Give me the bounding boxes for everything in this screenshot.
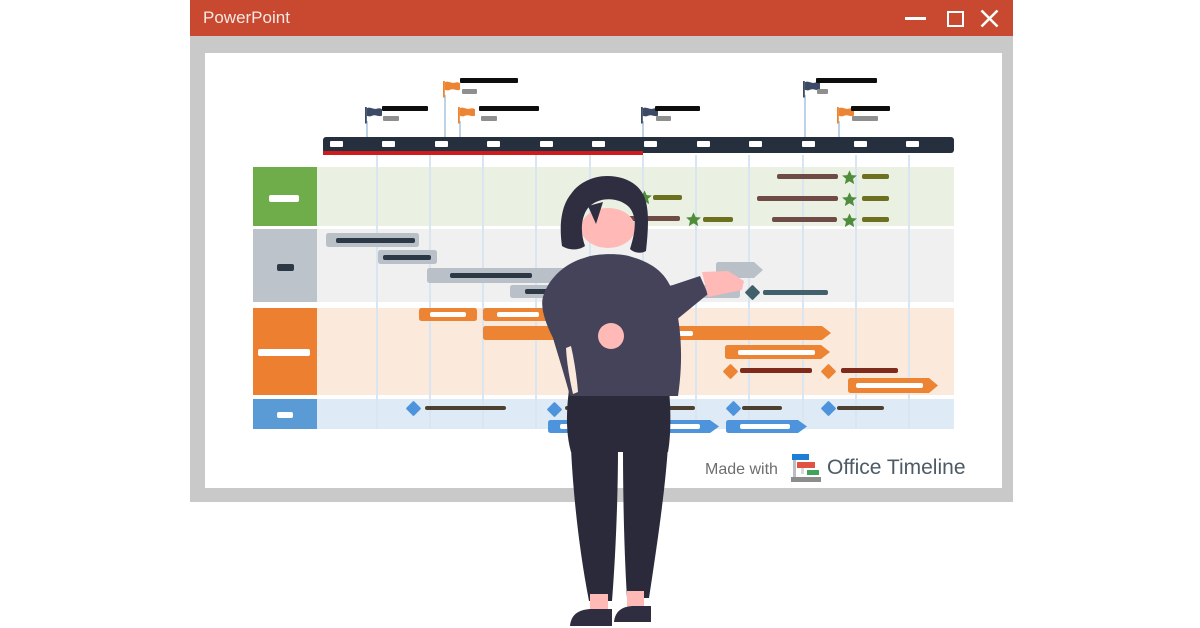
milestone-title-stub bbox=[655, 106, 700, 111]
milestone-date-stub bbox=[481, 116, 497, 121]
lane-gray-label-dash bbox=[277, 264, 294, 271]
timeline-tick-label bbox=[434, 141, 448, 147]
timeline-progress bbox=[323, 151, 643, 155]
flag-stem bbox=[366, 121, 368, 138]
milestone-flag-icon bbox=[837, 107, 855, 124]
made-with-text: Made with bbox=[705, 461, 778, 478]
flag-stem bbox=[804, 95, 806, 138]
gridline bbox=[429, 155, 431, 429]
milestone-flag-icon bbox=[365, 107, 383, 124]
window-titlebar: PowerPoint bbox=[190, 0, 1013, 36]
task-bar-text-stub bbox=[450, 273, 532, 278]
maximize-icon[interactable] bbox=[947, 11, 964, 27]
task-bar-text-stub bbox=[336, 237, 415, 243]
stub-line bbox=[742, 406, 782, 410]
window-title: PowerPoint bbox=[203, 8, 290, 27]
task-bar bbox=[326, 233, 419, 247]
task-bar bbox=[427, 268, 590, 283]
milestone-title-stub bbox=[816, 78, 877, 83]
task-bar-text-stub bbox=[497, 312, 539, 317]
task-bar-text-stub bbox=[738, 350, 815, 355]
task-bar-text-stub bbox=[856, 383, 923, 388]
office-timeline-logo-icon bbox=[791, 454, 821, 482]
stub-line bbox=[740, 368, 812, 373]
close-icon[interactable] bbox=[980, 9, 999, 28]
milestone-star bbox=[685, 211, 701, 227]
task-bar-text-stub bbox=[740, 424, 790, 429]
brand-name-text: Office Timeline bbox=[827, 456, 966, 479]
task-bar bbox=[378, 250, 437, 264]
stub-line bbox=[757, 196, 838, 201]
milestone-flag-icon bbox=[641, 107, 659, 124]
task-bar-text-stub bbox=[430, 312, 466, 317]
gridline bbox=[908, 155, 910, 429]
task-arrow-bar bbox=[725, 345, 830, 359]
timeline-tick-label bbox=[382, 141, 396, 147]
timeline-tick-label bbox=[487, 141, 501, 147]
milestone-title-stub bbox=[460, 78, 518, 83]
milestone-date-stub bbox=[656, 116, 671, 121]
milestone-date-stub bbox=[462, 89, 477, 94]
milestone-date-stub bbox=[817, 89, 828, 94]
stub-line bbox=[862, 217, 889, 222]
milestone-flag-icon bbox=[803, 81, 821, 98]
minimize-icon[interactable] bbox=[905, 17, 926, 20]
lane-orange-label-dash bbox=[258, 349, 310, 356]
timeline-tick-label bbox=[854, 141, 867, 147]
timeline-tick-label bbox=[644, 141, 658, 147]
stub-line bbox=[703, 217, 733, 222]
milestone-star bbox=[841, 191, 857, 207]
milestone-title-stub bbox=[479, 106, 539, 111]
stub-line bbox=[862, 174, 889, 179]
stub-line bbox=[772, 217, 837, 222]
gridline bbox=[855, 155, 857, 429]
timeline-tick-label bbox=[696, 141, 710, 147]
stub-line bbox=[862, 196, 889, 201]
milestone-date-stub bbox=[383, 116, 399, 121]
lane-green-label-dash bbox=[269, 195, 299, 202]
task-arrow-bar bbox=[848, 378, 938, 393]
timeline-tick-label bbox=[592, 141, 605, 147]
flag-stem bbox=[642, 121, 644, 138]
gridline bbox=[376, 155, 378, 429]
presenter-illustration bbox=[542, 176, 744, 626]
timeline-tick-label bbox=[801, 141, 815, 147]
timeline-tick-label bbox=[749, 141, 763, 147]
milestone-title-stub bbox=[851, 106, 890, 111]
stub-line bbox=[653, 195, 682, 200]
stub-line bbox=[777, 174, 838, 179]
milestone-date-stub bbox=[852, 116, 878, 121]
flag-stem bbox=[459, 121, 461, 138]
timeline-bar bbox=[323, 137, 954, 153]
timeline-tick-label bbox=[906, 141, 920, 147]
stub-line bbox=[425, 406, 506, 410]
task-arrow-bar bbox=[726, 420, 807, 433]
stub-line bbox=[763, 290, 828, 295]
timeline-tick-label bbox=[330, 141, 343, 147]
milestone-star bbox=[841, 212, 857, 228]
gridline bbox=[482, 155, 484, 429]
flag-stem bbox=[444, 95, 446, 138]
lane-blue-label-dash bbox=[277, 412, 293, 418]
stub-line bbox=[841, 368, 898, 373]
timeline-tick-label bbox=[539, 141, 553, 147]
milestone-flag-icon bbox=[443, 81, 461, 98]
milestone-flag-icon bbox=[458, 107, 476, 124]
task-bar-text-stub bbox=[383, 254, 431, 260]
stub-line bbox=[837, 406, 884, 410]
milestone-title-stub bbox=[382, 106, 428, 111]
task-bar bbox=[419, 308, 477, 321]
flag-stem bbox=[838, 121, 840, 138]
milestone-star bbox=[841, 169, 857, 185]
